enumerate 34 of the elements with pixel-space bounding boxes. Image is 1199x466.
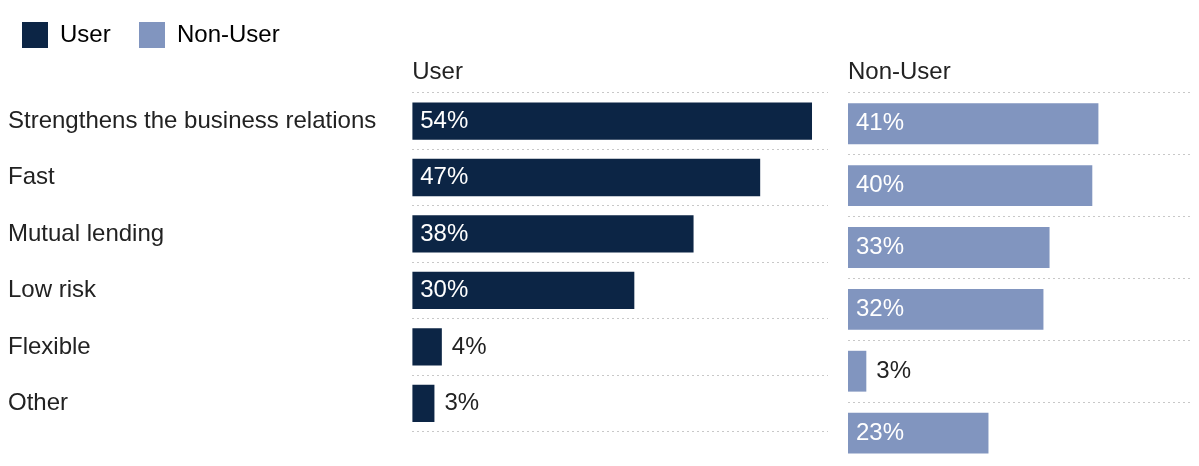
data-label: 30% bbox=[420, 275, 469, 303]
bar bbox=[412, 158, 761, 197]
bar bbox=[848, 350, 867, 392]
y-tick-label: Low risk bbox=[8, 275, 98, 303]
bar bbox=[412, 102, 813, 140]
data-label: 23% bbox=[856, 417, 905, 445]
data-label: 47% bbox=[420, 162, 469, 190]
y-tick-label: Mutual lending bbox=[8, 218, 165, 246]
bar bbox=[412, 215, 694, 253]
data-label: 3% bbox=[876, 355, 912, 383]
y-tick-label: Fast bbox=[8, 162, 56, 190]
bar bbox=[848, 227, 1050, 268]
legend-label: Non-User bbox=[177, 19, 280, 47]
data-label: 54% bbox=[420, 105, 469, 133]
bar bbox=[848, 412, 989, 454]
bar bbox=[412, 384, 435, 422]
legend-label: User bbox=[60, 19, 111, 47]
data-label: 3% bbox=[444, 387, 480, 415]
text: User bbox=[412, 57, 463, 85]
data-label: 40% bbox=[856, 170, 905, 198]
data-label: 33% bbox=[856, 232, 905, 260]
y-tick-label: Flexible bbox=[8, 331, 91, 359]
bar bbox=[848, 103, 1099, 145]
bar bbox=[848, 165, 1093, 207]
data-label: 41% bbox=[856, 108, 905, 136]
bar bbox=[412, 271, 635, 310]
bar bbox=[848, 288, 1044, 330]
y-tick-label: Other bbox=[8, 387, 69, 415]
data-label: 32% bbox=[856, 293, 905, 321]
text: Non-User bbox=[848, 57, 951, 85]
y-tick-label: Strengthens the business relations bbox=[8, 105, 377, 133]
data-label: 38% bbox=[420, 218, 469, 246]
bar bbox=[412, 328, 442, 366]
data-label: 4% bbox=[451, 331, 487, 359]
